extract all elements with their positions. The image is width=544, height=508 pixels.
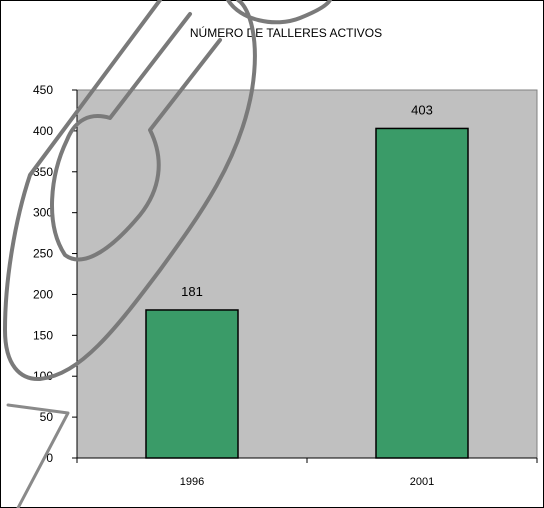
y-tick-label: 450 bbox=[33, 83, 53, 97]
hand-drawn-overlay bbox=[3, 0, 332, 508]
overlay-stroke-lower bbox=[6, 403, 70, 508]
y-tick-label: 50 bbox=[40, 410, 54, 424]
overlay-stroke-inner bbox=[50, 12, 222, 262]
bar bbox=[375, 127, 469, 459]
overlay-stroke-top bbox=[226, 0, 332, 25]
data-label: 403 bbox=[411, 102, 433, 117]
bars bbox=[145, 127, 469, 459]
x-tick-label: 2001 bbox=[410, 476, 434, 488]
y-tick-label: 400 bbox=[33, 124, 53, 138]
data-labels: 181 403 bbox=[181, 102, 433, 299]
chart-title: NÚMERO DE TALLERES ACTIVOS bbox=[190, 25, 382, 40]
data-label: 181 bbox=[181, 284, 203, 299]
y-tick-label: 350 bbox=[33, 165, 53, 179]
x-axis: 1996 2001 bbox=[76, 457, 538, 488]
y-tick-label: 150 bbox=[33, 328, 53, 342]
y-tick-label: 250 bbox=[33, 247, 53, 261]
y-tick-label: 300 bbox=[33, 206, 53, 220]
x-tick-label: 1996 bbox=[180, 476, 204, 488]
y-tick-label: 0 bbox=[46, 451, 53, 465]
overlay-stroke-outer bbox=[3, 0, 257, 382]
bar bbox=[145, 309, 239, 459]
y-tick-label: 200 bbox=[33, 287, 53, 301]
